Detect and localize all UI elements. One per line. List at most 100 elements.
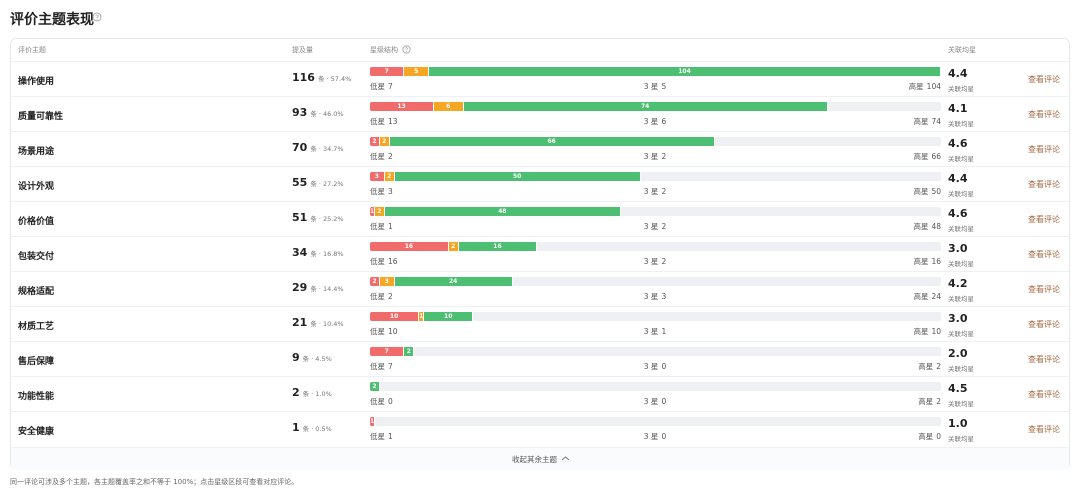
star-segment-mid[interactable]: 6 — [433, 102, 464, 111]
high-star-label: 高星 50 — [913, 186, 941, 197]
star-segment-mid[interactable]: 2 — [448, 242, 459, 251]
view-reviews-link[interactable]: 查看评论 — [1028, 390, 1060, 399]
star-segment-low[interactable]: 2 — [370, 277, 380, 286]
star-segment-high[interactable]: 2 — [404, 347, 415, 356]
star-segment-low[interactable]: 1 — [370, 207, 375, 216]
star-segment-mid[interactable]: 1 — [419, 312, 425, 321]
table-row: 售后保障 9 条 · 4.5% 7 2 低星 7 3 星 0 高星 2 2.0 关联均星 查看评论 — [11, 341, 1069, 377]
star-segment-high[interactable]: 48 — [384, 207, 622, 216]
segment-label: 3 — [384, 278, 389, 285]
topic-name: 材质工艺 — [18, 322, 55, 332]
view-reviews-link[interactable]: 查看评论 — [1028, 285, 1060, 294]
star-segment-mid[interactable]: 2 — [384, 172, 395, 181]
star-segment-low[interactable]: 1 — [370, 417, 375, 426]
topic-name: 设计外观 — [18, 182, 55, 192]
topic-name: 安全健康 — [18, 427, 55, 437]
star-segment-high[interactable]: 74 — [463, 102, 828, 111]
star-segment-mid[interactable]: 3 — [379, 277, 395, 286]
avg-caption: 关联均星 — [948, 225, 974, 233]
label-text: 高星 — [913, 327, 929, 336]
unit: 条 · — [302, 355, 314, 363]
label-text: 高星 — [913, 187, 929, 196]
star-segment-high[interactable]: 66 — [389, 137, 715, 146]
mention-count: 116 条 · 57.4% — [292, 71, 351, 84]
view-reviews-link[interactable]: 查看评论 — [1028, 355, 1060, 364]
label-value: 7 — [388, 362, 393, 371]
avg-star: 4.4 — [948, 172, 968, 185]
star-segment-mid[interactable]: 5 — [404, 67, 430, 76]
label-value: 0 — [936, 432, 941, 441]
segment-label: 16 — [493, 243, 502, 250]
unit: 条 · — [310, 285, 321, 293]
avg-star: 4.1 — [948, 102, 968, 115]
avg-star: 4.6 — [948, 207, 968, 220]
star-segment-mid[interactable]: 2 — [379, 137, 390, 146]
label-text: 3 星 — [643, 187, 659, 196]
low-star-label: 低星 2 — [370, 151, 393, 162]
segment-label: 50 — [512, 173, 522, 180]
count-share: 条 · 1.0% — [303, 390, 332, 398]
star-segment-low[interactable]: 3 — [370, 172, 385, 181]
view-reviews-link[interactable]: 查看评论 — [1028, 145, 1060, 154]
collapse-button[interactable]: 收起其余主题 — [512, 454, 570, 465]
label-value: 24 — [931, 292, 941, 301]
table-row: 质量可靠性 93 条 · 46.0% 13 6 74 低星 13 3 星 6 高星 74 4.1 关联均星查… — [11, 96, 1069, 132]
count-value: 9 — [292, 351, 300, 364]
help-icon[interactable] — [92, 12, 102, 22]
segment-label: 2 — [382, 138, 387, 145]
column-header: 评价主题 — [18, 46, 46, 54]
high-star-label: 高星 0 — [918, 431, 941, 442]
star-segment-low[interactable]: 7 — [370, 67, 405, 76]
star-segment-low[interactable]: 2 — [370, 137, 380, 146]
star-segment-low[interactable]: 13 — [370, 102, 434, 111]
share-value: 25.2% — [322, 215, 344, 223]
label-value: 3 — [661, 292, 667, 301]
star-segment-high[interactable]: 16 — [458, 242, 538, 251]
label-value: 2 — [388, 152, 393, 161]
star-segment-high[interactable]: 50 — [394, 172, 641, 181]
star-segment-high[interactable]: 10 — [424, 312, 474, 321]
label-text: 低星 — [370, 82, 385, 91]
star-segment-low[interactable]: 7 — [370, 347, 405, 356]
unit: 条 · — [310, 215, 321, 223]
label-text: 低星 — [370, 292, 385, 301]
table-row: 包装交付 34 条 · 16.8% 16 2 16 低星 16 3 星 2 高星 16 3.0 关联均星 查看… — [11, 236, 1069, 272]
count-value: 51 — [292, 211, 308, 224]
label-value: 104 — [926, 82, 941, 91]
star-segment-low[interactable]: 10 — [370, 312, 420, 321]
segment-label: 2 — [387, 173, 392, 180]
unit: 条 · — [317, 75, 329, 83]
count-value: 70 — [292, 141, 308, 154]
low-star-label: 低星 16 — [370, 256, 398, 267]
star-segment-mid[interactable]: 2 — [374, 207, 385, 216]
view-reviews-link[interactable]: 查看评论 — [1028, 215, 1060, 224]
star-segment-high[interactable]: 2 — [370, 382, 380, 391]
high-star-label: 高星 10 — [913, 326, 941, 337]
help-icon[interactable] — [402, 45, 411, 54]
star-segment-high[interactable]: 104 — [429, 67, 941, 76]
view-reviews-link[interactable]: 查看评论 — [1028, 75, 1060, 84]
label-text: 3 星 — [643, 82, 659, 91]
label-text: 3 星 — [643, 257, 659, 266]
label-value: 6 — [661, 117, 667, 126]
view-reviews-link[interactable]: 查看评论 — [1028, 320, 1060, 329]
mention-count: 21 条 · 10.4% — [292, 316, 344, 329]
view-reviews-link[interactable]: 查看评论 — [1028, 250, 1060, 259]
view-reviews-link[interactable]: 查看评论 — [1028, 180, 1060, 189]
star-bar-track: 2 — [370, 382, 941, 391]
view-reviews-link[interactable]: 查看评论 — [1028, 425, 1060, 434]
label-value: 2 — [936, 397, 941, 406]
share-value: 1.0% — [315, 390, 332, 398]
star-segment-low[interactable]: 16 — [370, 242, 449, 251]
star-segment-high[interactable]: 24 — [394, 277, 513, 286]
label-text: 低星 — [370, 327, 385, 336]
unit: 条 · — [310, 320, 321, 328]
table-row: 安全健康 1 条 · 0.5% 1 低星 1 3 星 0 高星 0 1.0 关联均星 查看评论 — [11, 411, 1069, 447]
count-value: 116 — [292, 71, 315, 84]
label-value: 0 — [661, 397, 667, 406]
column-header: 关联均星 — [948, 46, 976, 54]
unit: 条 · — [302, 425, 314, 433]
table-row: 规格适配 29 条 · 14.4% 2 3 24 低星 2 3 星 3 高星 24 4.2 关联均星 查看评论 — [11, 271, 1069, 307]
view-reviews-link[interactable]: 查看评论 — [1028, 110, 1060, 119]
